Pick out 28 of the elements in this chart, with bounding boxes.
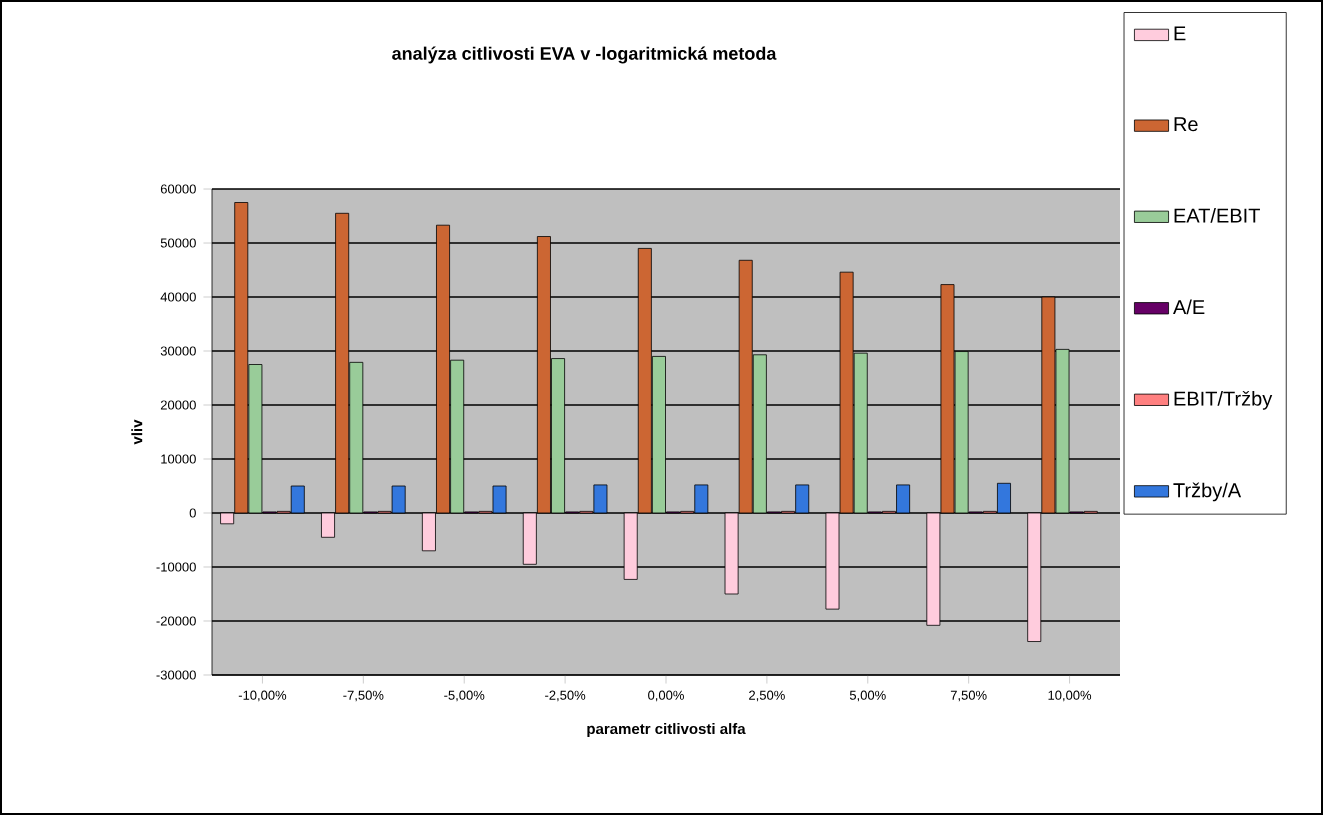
y-tick-label: 10000 <box>161 454 196 464</box>
y-tick-label: 20000 <box>160 400 196 410</box>
x-tick-label: -7,50% <box>343 690 384 702</box>
x-tick-label: 7,50% <box>950 690 987 702</box>
x-axis-title: parametr citlivosti alfa <box>587 723 746 738</box>
legend-label: EBIT/Tržby <box>1174 391 1273 410</box>
x-tick-label: -10,00% <box>238 690 287 702</box>
x-tick-label: 2,50% <box>749 690 785 702</box>
y-tick-label: 50000 <box>160 238 196 248</box>
x-tick-label: 10,00% <box>1048 690 1092 702</box>
x-tick-label: -5,00% <box>444 690 485 702</box>
legend-label: Re <box>1174 117 1198 132</box>
y-tick-label: 30000 <box>160 346 196 356</box>
y-tick-label: -30000 <box>156 670 196 680</box>
x-tick-label: 5,00% <box>849 690 886 702</box>
y-tick-label: 60000 <box>160 184 196 194</box>
y-tick-label: 0 <box>189 508 196 518</box>
legend-label: A/E <box>1173 299 1205 315</box>
y-axis-title: vliv <box>131 419 143 445</box>
y-tick-label: 40000 <box>160 292 196 302</box>
chart-title: analýza citlivosti EVA v -logaritmická metoda <box>392 46 777 64</box>
x-tick-label: -2,50% <box>545 690 586 702</box>
y-tick-label: -20000 <box>156 616 196 626</box>
legend-label: Tržby/A <box>1173 482 1242 502</box>
y-tick-label: -10000 <box>156 562 196 572</box>
legend-label: EAT/EBIT <box>1174 208 1260 223</box>
x-tick-label: 0,00% <box>648 690 684 702</box>
legend-label: E <box>1174 26 1186 41</box>
